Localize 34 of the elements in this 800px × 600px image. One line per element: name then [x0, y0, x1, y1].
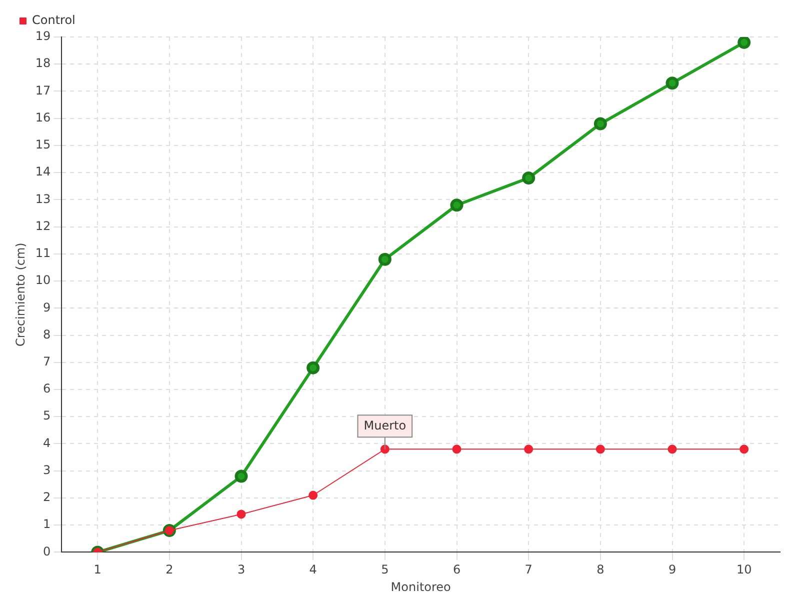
y-axis-title: Crecimiento (cm)	[13, 242, 28, 347]
x-axis-title: Monitoreo	[390, 580, 451, 594]
y-tick-label: 18	[35, 56, 51, 70]
x-tick-label: 5	[381, 562, 389, 577]
y-tick-label: 15	[35, 138, 51, 152]
x-tick-label: 1	[94, 562, 102, 577]
x-tick-label: 3	[237, 562, 246, 577]
y-tick-label: 6	[43, 382, 51, 396]
x-tick-label: 8	[596, 562, 604, 577]
x-tick-label: 4	[309, 562, 317, 577]
x-tick-label: 9	[668, 562, 676, 577]
annotation: Muerto	[364, 418, 406, 432]
y-tick-label: 3	[43, 462, 51, 477]
y-tick-label: 5	[43, 408, 51, 423]
y-tick-label: 12	[35, 218, 51, 233]
y-tick-label: 7	[43, 354, 51, 369]
x-tick-label: 10	[736, 562, 752, 577]
y-tick-label: 17	[35, 83, 51, 98]
y-tick-label: 8	[43, 327, 51, 342]
y-tick-label: 19	[35, 29, 51, 44]
y-tick-label: 2	[43, 490, 51, 504]
y-tick-label: 13	[35, 192, 51, 206]
y-tick-label: 11	[35, 246, 51, 260]
y-tick-label: 0	[43, 544, 51, 558]
y-tick-label: 9	[43, 300, 51, 314]
x-tick-label: 2	[166, 562, 174, 577]
y-tick-label: 10	[35, 273, 51, 288]
legend-label: Control	[32, 13, 76, 28]
y-tick-label: 4	[43, 436, 51, 450]
x-tick-label: 7	[524, 562, 532, 577]
x-tick-label: 6	[452, 562, 461, 577]
y-tick-label: 1	[43, 517, 51, 532]
y-tick-label: 16	[35, 110, 51, 124]
y-tick-label: 14	[35, 164, 51, 179]
